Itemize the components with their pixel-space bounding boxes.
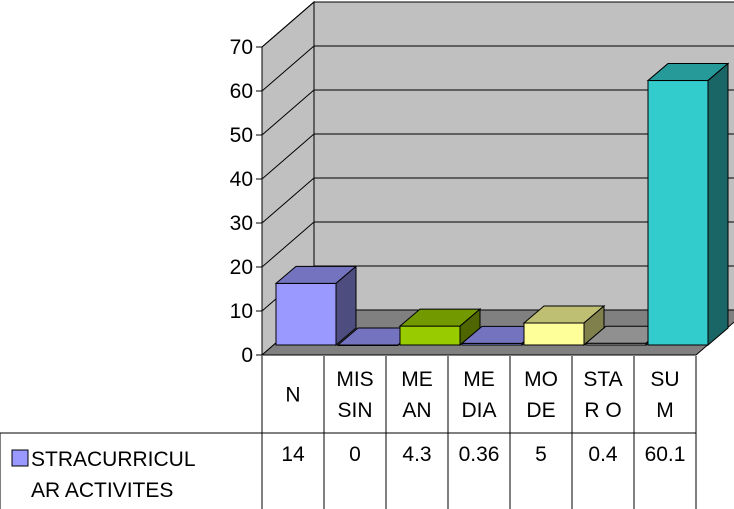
gridline [261, 89, 734, 136]
table-value-label: 0.4 [588, 443, 618, 466]
table-category-label: DE [526, 399, 555, 422]
table-category-label: MIS [336, 368, 373, 391]
bar-front [275, 282, 337, 346]
table-value-label: 14 [281, 443, 305, 466]
series-name-label: AR ACTIVITES [31, 479, 173, 502]
gridline [261, 1, 734, 48]
table-category-label: SIN [337, 399, 372, 422]
bar-front [523, 322, 585, 346]
y-tick-label: 10 [230, 300, 253, 323]
bar-side [707, 62, 729, 347]
bar [646, 62, 730, 347]
table-value-label: 0.36 [459, 443, 500, 466]
gridline [261, 133, 734, 180]
y-tick-label: 60 [230, 80, 253, 103]
y-tick-label: 0 [241, 344, 253, 367]
table-category-label: R O [584, 399, 621, 422]
table-category-label: ME [463, 368, 495, 391]
gridlines [261, 1, 734, 312]
legend-key [11, 449, 29, 467]
y-tick-label: 70 [230, 36, 253, 59]
table-category-label: DIA [461, 399, 496, 422]
y-tick-label: 30 [230, 212, 253, 235]
bar [398, 307, 482, 347]
bar-side [335, 265, 357, 347]
data-table: N MIS SIN ME AN ME DIA MO DE STA R O SU M 14 0 4.3 0.36 5… [0, 356, 697, 509]
table-category-label: STA [583, 368, 622, 391]
series-name-label: STRACURRICUL [31, 448, 196, 471]
table-category-label: N [285, 384, 300, 407]
y-tick-label: 50 [230, 124, 253, 147]
gridline [261, 221, 734, 268]
y-tick-label: 20 [230, 256, 253, 279]
table-category-label: M [656, 399, 674, 422]
y-tick-label: 40 [230, 168, 253, 191]
table-category-label: ME [401, 368, 433, 391]
bar-front [399, 325, 461, 346]
table-value-label: 0 [349, 443, 361, 466]
table-category-label: AN [402, 399, 431, 422]
table-value-label: 60.1 [645, 443, 686, 466]
table-category-label: SU [650, 368, 679, 391]
y-axis: 0 10 20 30 40 50 60 70 [230, 36, 263, 367]
table-category-label: MO [524, 368, 558, 391]
bar [274, 265, 358, 347]
gridline [261, 177, 734, 224]
table-value-label: 5 [535, 443, 547, 466]
table-value-label: 4.3 [402, 443, 431, 466]
gridline [261, 45, 734, 92]
bars [274, 62, 730, 347]
bar-front [647, 80, 709, 346]
